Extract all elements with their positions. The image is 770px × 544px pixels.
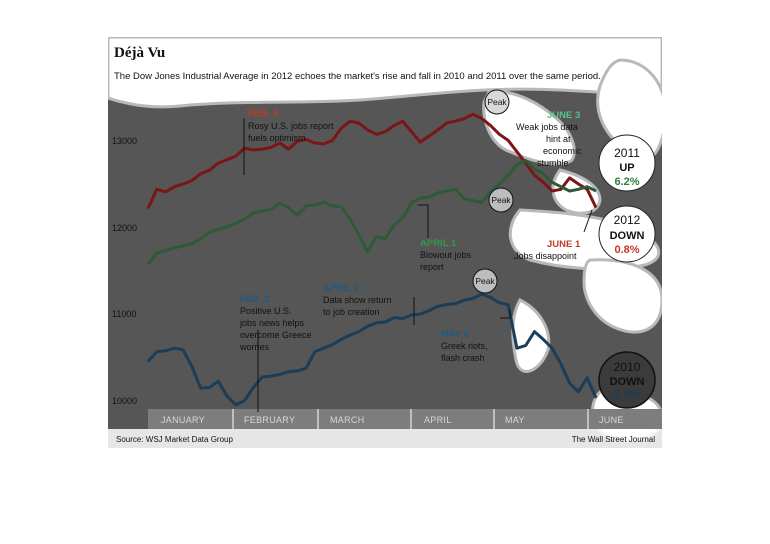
svg-text:economic: economic [543,146,582,156]
svg-text:Blowout jobs: Blowout jobs [420,250,472,260]
svg-text:Rosy U.S. jobs report: Rosy U.S. jobs report [248,121,334,131]
month-dividers [232,409,589,429]
svg-text:2010: 2010 [614,360,641,374]
series-2012-line [146,112,598,210]
footer-band [108,429,662,448]
peak-marker-2012: Peak [484,89,510,115]
badge-2010: 2010 DOWN 5.0% [598,351,656,409]
svg-text:stumble: stumble [537,158,569,168]
month-label: MARCH [330,415,365,425]
svg-text:report: report [420,262,444,272]
svg-text:Jobs disappoint: Jobs disappoint [514,251,577,261]
chart-title: Déjà Vu [114,45,165,61]
y-tick-label: 10000 [112,396,137,406]
svg-text:flash crash: flash crash [441,353,485,363]
svg-text:Peak: Peak [491,195,511,205]
peak-marker-2010: Peak [472,268,498,294]
svg-text:MAY 6: MAY 6 [441,329,469,340]
y-axis: 13000 12000 11000 10000 [112,136,137,406]
svg-text:6.2%: 6.2% [614,176,639,188]
svg-text:JUNE 1: JUNE 1 [547,239,581,250]
month-label: APRIL [424,415,452,425]
svg-text:Data show return: Data show return [323,295,392,305]
svg-text:fuels optimism: fuels optimism [248,133,306,143]
badge-2011: 2011 UP 6.2% [598,134,656,192]
svg-text:jobs news helps: jobs news helps [239,318,305,328]
month-axis-band [148,409,662,429]
svg-text:Peak: Peak [475,276,495,286]
chart-subtitle: The Dow Jones Industrial Average in 2012… [114,71,601,82]
y-tick-label: 12000 [112,223,137,233]
svg-text:5.0%: 5.0% [614,389,639,401]
annotation-june1-2012: JUNE 1 Jobs disappoint [514,239,581,261]
series-2011-line [146,159,597,266]
svg-text:UP: UP [619,162,634,174]
month-labels: JANUARY FEBRUARY MARCH APRIL MAY JUNE [161,415,624,425]
svg-text:overcome Greece: overcome Greece [240,330,312,340]
svg-text:FEB. 3: FEB. 3 [248,108,278,119]
svg-text:Peak: Peak [487,97,507,107]
month-label: MAY [505,415,525,425]
svg-text:APRIL 1: APRIL 1 [420,238,457,249]
svg-text:Greek riots,: Greek riots, [441,341,488,351]
annotation-feb3-2010: FEB. 3 Positive U.S. jobs news helps ove… [239,294,312,352]
annotation-april1-2011: APRIL 1 Blowout jobs report [420,238,472,272]
peak-marker-2011: Peak [488,187,514,213]
svg-text:DOWN: DOWN [610,376,645,388]
svg-text:APRIL 2: APRIL 2 [323,283,359,294]
series-2010-line [146,292,598,407]
y-tick-label: 11000 [112,309,136,319]
y-tick-label: 13000 [112,136,137,146]
badge-2012: 2012 DOWN 0.8% [598,205,656,263]
svg-text:DOWN: DOWN [610,230,645,242]
source-note: Source: WSJ Market Data Group [116,435,233,444]
annotation-june3-2011: JUNE 3 Weak jobs data hint at economic s… [516,110,582,168]
svg-text:worries: worries [239,342,270,352]
svg-text:FEB. 3: FEB. 3 [240,294,270,305]
credit-note: The Wall Street Journal [572,435,656,444]
svg-text:Weak jobs data: Weak jobs data [516,122,578,132]
leader-lines [243,118,593,412]
svg-text:2012: 2012 [614,213,641,227]
series-layer [146,112,598,407]
svg-text:to job creation: to job creation [323,307,380,317]
month-label: JANUARY [161,415,205,425]
month-label: FEBRUARY [244,415,295,425]
svg-text:Positive U.S.: Positive U.S. [240,306,292,316]
annotation-april2-2010: APRIL 2 Data show return to job creation [323,283,392,317]
svg-text:0.8%: 0.8% [614,244,639,256]
svg-text:JUNE 3: JUNE 3 [547,110,580,121]
svg-text:hint at: hint at [546,134,571,144]
month-label: JUNE [599,415,624,425]
annotation-may6-2010: MAY 6 Greek riots, flash crash [441,329,488,363]
svg-text:2011: 2011 [614,146,640,160]
annotation-feb3-2012: FEB. 3 Rosy U.S. jobs report fuels optim… [248,108,334,143]
